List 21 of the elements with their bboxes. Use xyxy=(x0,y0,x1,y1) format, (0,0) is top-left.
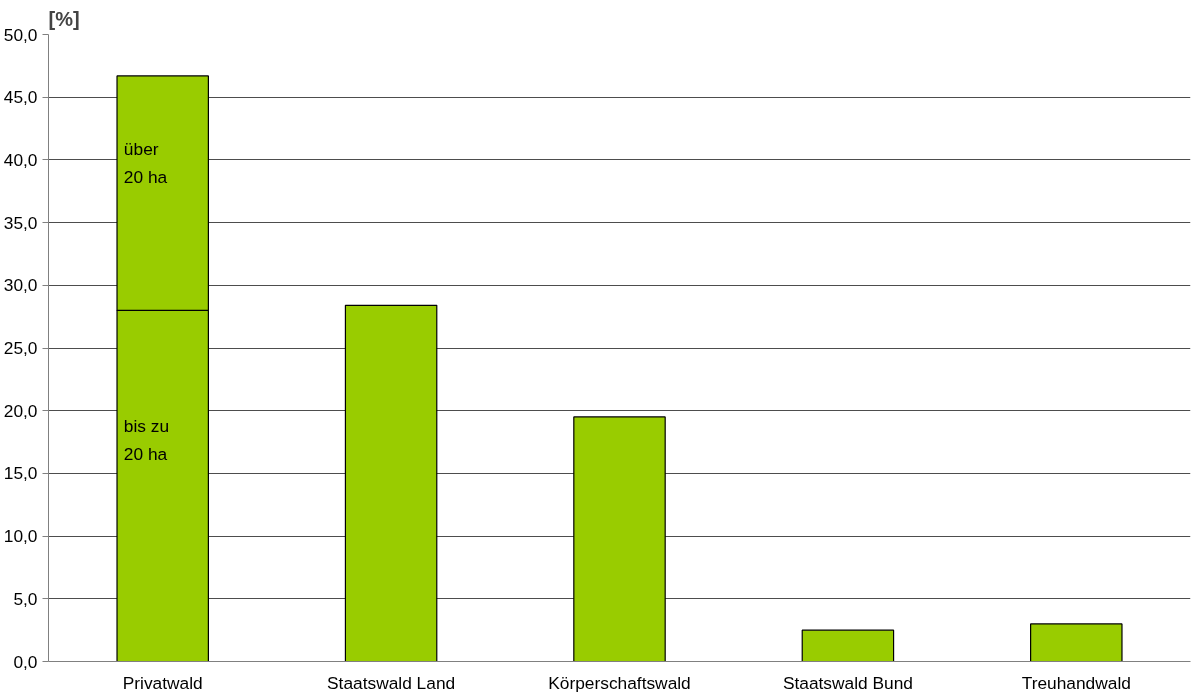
y-tick-label: 25,0 xyxy=(3,338,38,358)
x-tick-label: Treuhandwald xyxy=(1021,672,1131,693)
y-tick-label: 15,0 xyxy=(3,463,38,484)
y-tick-label: 35,0 xyxy=(3,212,38,233)
x-tick-label: Staatswald Land xyxy=(327,672,456,693)
y-tick-label: 0,0 xyxy=(13,651,38,672)
bar xyxy=(801,629,895,662)
y-tick-label: 50,0 xyxy=(3,24,38,45)
x-tick-label: Staatswald Bund xyxy=(782,672,913,693)
y-tick-label: 30,0 xyxy=(3,275,38,296)
y-tick-label: 10,0 xyxy=(3,526,38,547)
x-tick-label: Körperschaftswald xyxy=(548,672,691,693)
series-label: bis zu 20 ha xyxy=(123,416,170,465)
y-axis-title: [%] xyxy=(48,7,80,30)
y-tick-label: 45,0 xyxy=(3,87,38,108)
bar xyxy=(1030,623,1123,662)
series-label: über 20 ha xyxy=(123,138,168,187)
y-tick-label: 5,0 xyxy=(13,588,38,609)
y-tick-label: 20,0 xyxy=(3,400,38,421)
x-tick-label: Privatwald xyxy=(122,672,203,693)
y-tick-label: 40,0 xyxy=(3,149,38,170)
